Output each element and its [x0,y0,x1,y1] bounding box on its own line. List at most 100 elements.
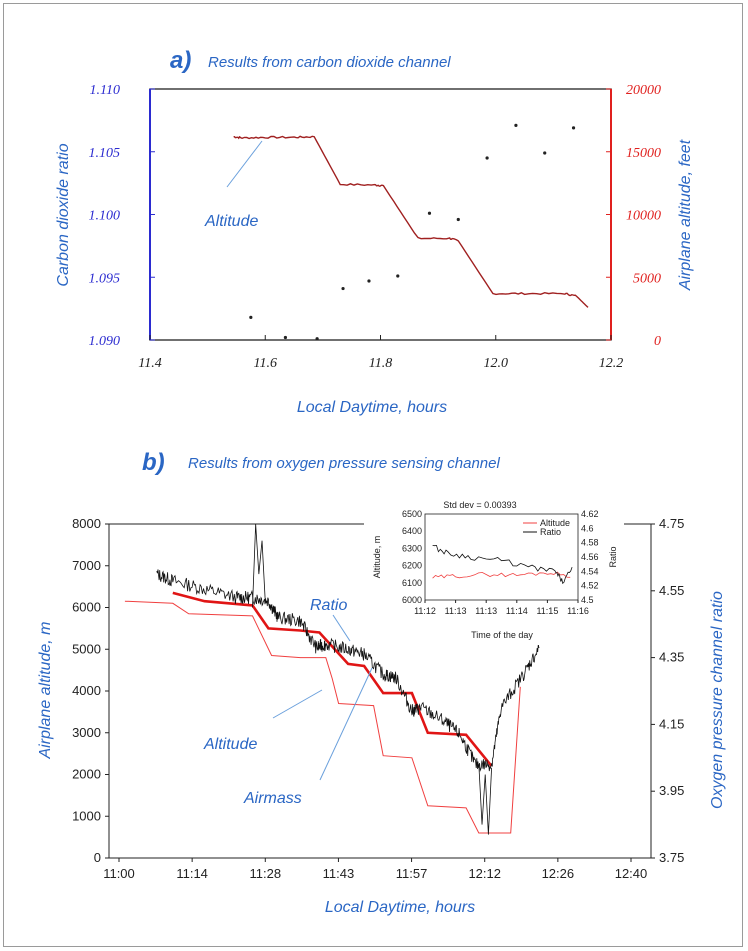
inset-y2-tick-label: 4.6 [581,523,594,533]
panel-b-x-tick-label: 11:14 [176,866,208,881]
panel-a-x-label: Local Daytime, hours [297,399,447,416]
panel-a-co2-point [283,335,288,340]
panel-b-altitude-annotation: Altitude [203,736,257,753]
panel-a-co2-point [427,211,432,215]
panel-a-y-tick-label: 1.105 [89,146,121,161]
panel-a-title: Results from carbon dioxide channel [208,54,451,71]
panel-b-y2-tick-label: 4.35 [659,650,684,665]
panel-b-ratio-line [156,569,540,772]
panel-a-co2-point [485,156,489,160]
panel-b-altitude-arrow [272,689,323,719]
panel-b-altitude-line [124,600,521,834]
panel-b-letter: b) [142,449,165,476]
inset-x-tick-label: 11:16 [567,606,589,616]
inset-legend-altitude: Altitude [540,518,570,528]
panel-a-co2-point [456,217,460,222]
panel-a-y-label: Carbon dioxide ratio [55,143,72,286]
panel-a-ticks: 11.4 11.6 11.8 12.0 12.2 1.090 1.095 1.100 1.105… [89,83,662,371]
panel-b-y2-tick-label: 3.95 [659,783,684,798]
panel-b-x-tick-label: 11:57 [396,866,428,881]
panel-b-y-tick-label: 3000 [72,725,101,740]
panel-b-x-tick-label: 11:28 [249,866,281,881]
panel-b-x-tick-label: 11:00 [103,866,135,881]
panel-a-co2-point [341,286,345,291]
inset-y-tick-label: 6000 [402,595,422,605]
panel-a-co2-point [315,337,319,341]
panel-a-co2-point [249,315,253,320]
figure-frame [3,3,743,947]
panel-b-y2-label: Oxygen pressure channel ratio [709,591,726,809]
inset-ratio-line [432,544,573,585]
panel-a-x-tick-label: 11.6 [254,356,277,371]
panel-a-y2-tick-label: 10000 [626,209,661,224]
panel-a-y2-tick-label: 20000 [626,83,661,98]
panel-b-ratio-dip [478,764,492,835]
panel-a-y2-tick-label: 0 [654,334,661,349]
panel-b-title: Results from oxygen pressure sensing cha… [188,455,500,472]
panel-a-y-tick-label: 1.110 [90,83,120,98]
panel-b-ratio-annotation: Ratio [310,597,347,614]
panel-b-airmass-arrow [319,667,373,781]
inset-altitude-line [432,571,571,579]
panel-a-y-tick-label: 1.100 [89,209,121,224]
panel-a-co2-point [396,274,400,278]
inset-y-tick-label: 6500 [402,509,422,519]
panel-b-marks [124,523,540,835]
panel-a-x-tick-label: 12.2 [599,356,624,371]
panel-b-y-tick-label: 2000 [72,767,101,782]
panel-b-ratio-spike [252,523,266,608]
inset-x-label: Time of the day [471,630,533,640]
inset-y2-tick-label: 4.62 [581,509,599,519]
panel-a-altitude-line [233,135,589,308]
panel-b-y-label: Airplane altitude, m [37,622,54,760]
panel-b-y-tick-label: 6000 [72,600,101,615]
inset-title: Std dev = 0.00393 [443,500,516,510]
panel-a-marks [233,123,589,341]
panel-a-x-tick-label: 12.0 [484,356,509,371]
panel-b-y-tick-label: 5000 [72,641,101,656]
panel-b-y-tick-label: 0 [94,850,101,865]
panel-a-y-tick-label: 1.090 [89,334,121,349]
panel-b-y2-tick-label: 4.15 [659,716,684,731]
panel-a-letter: a) [170,47,191,74]
inset-x-tick-label: 11:14 [506,606,528,616]
inset-marks [432,544,573,585]
panel-b-y-tick-label: 8000 [72,516,101,531]
inset-legend-ratio: Ratio [540,527,561,537]
inset-y2-tick-label: 4.56 [581,552,599,562]
panel-a-altitude-annotation: Altitude [204,213,258,230]
panel-a-y2-tick-label: 5000 [633,271,661,286]
panel-b-ratio-arrow [332,614,351,642]
inset-x-tick-label: 11:13 [445,606,467,616]
inset-ticks: 11:12 11:13 11:13 11:14 11:15 11:16 6000 6100 62… [402,509,599,616]
panel-b-x-tick-label: 12:40 [615,866,648,881]
panel-b-x-label: Local Daytime, hours [325,899,475,916]
panel-b-y2-tick-label: 4.75 [659,516,684,531]
panel-a-y2-tick-label: 15000 [626,146,661,161]
inset-y-label: Altitude, m [372,536,382,579]
panel-b-y-tick-label: 4000 [72,683,101,698]
panel-a-co2-point [514,123,518,127]
inset-y-tick-label: 6100 [402,578,422,588]
panel-a-co2-point [543,151,547,155]
panel-a-x-tick-label: 11.8 [369,356,392,371]
panel-b-y2-tick-label: 4.55 [659,583,684,598]
panel-b-x-tick-label: 12:12 [468,866,501,881]
panel-b-x-tick-label: 12:26 [542,866,575,881]
panel-a-y2-label: Airplane altitude, feet [677,139,694,291]
inset-x-tick-label: 11:12 [414,606,436,616]
inset-y2-label: Ratio [608,546,618,567]
inset-y2-tick-label: 4.5 [581,595,594,605]
panel-b-x-tick-label: 11:43 [323,866,355,881]
panel-a-y-tick-label: 1.095 [89,271,121,286]
inset-y-tick-label: 6200 [402,561,422,571]
panel-b-y-tick-label: 7000 [72,558,101,573]
panel-a-co2-point [571,126,576,130]
inset-y-tick-label: 6400 [402,526,422,536]
inset-y2-tick-label: 4.58 [581,538,599,548]
inset-x-tick-label: 11:13 [475,606,497,616]
panel-a-co2-point [367,279,371,283]
inset-y-tick-label: 6300 [402,543,422,553]
panel-b-y-tick-label: 1000 [72,808,101,823]
